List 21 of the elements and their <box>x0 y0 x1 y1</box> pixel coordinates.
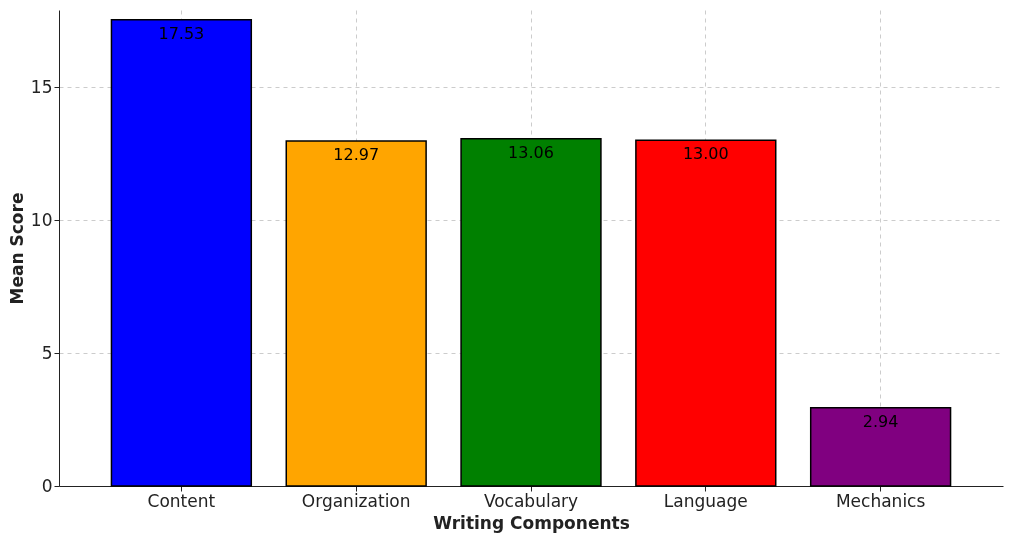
x-tick-label: Language <box>663 490 748 511</box>
data-label: 2.94 <box>862 411 899 431</box>
y-axis-title: Mean Score <box>6 192 27 305</box>
x-tick-label: Mechanics <box>835 490 926 511</box>
bar <box>285 140 427 487</box>
x-tick-label: Vocabulary <box>483 490 579 511</box>
data-label: 13.06 <box>508 142 554 162</box>
bar <box>460 137 602 487</box>
bar <box>635 139 777 487</box>
bar <box>809 407 952 487</box>
y-tick-label: 5 <box>41 342 53 363</box>
y-tick-label: 15 <box>30 76 53 97</box>
x-tick-label: Content <box>147 490 216 511</box>
y-tick-label: 10 <box>30 209 53 230</box>
bar <box>110 19 253 487</box>
x-tick-label: Organization <box>301 490 411 511</box>
data-label: 17.53 <box>158 23 205 43</box>
y-tick-label: 0 <box>41 475 53 496</box>
data-label: 13.00 <box>682 144 729 164</box>
data-label: 12.97 <box>333 145 380 165</box>
x-axis-title: Writing Components <box>433 512 630 533</box>
